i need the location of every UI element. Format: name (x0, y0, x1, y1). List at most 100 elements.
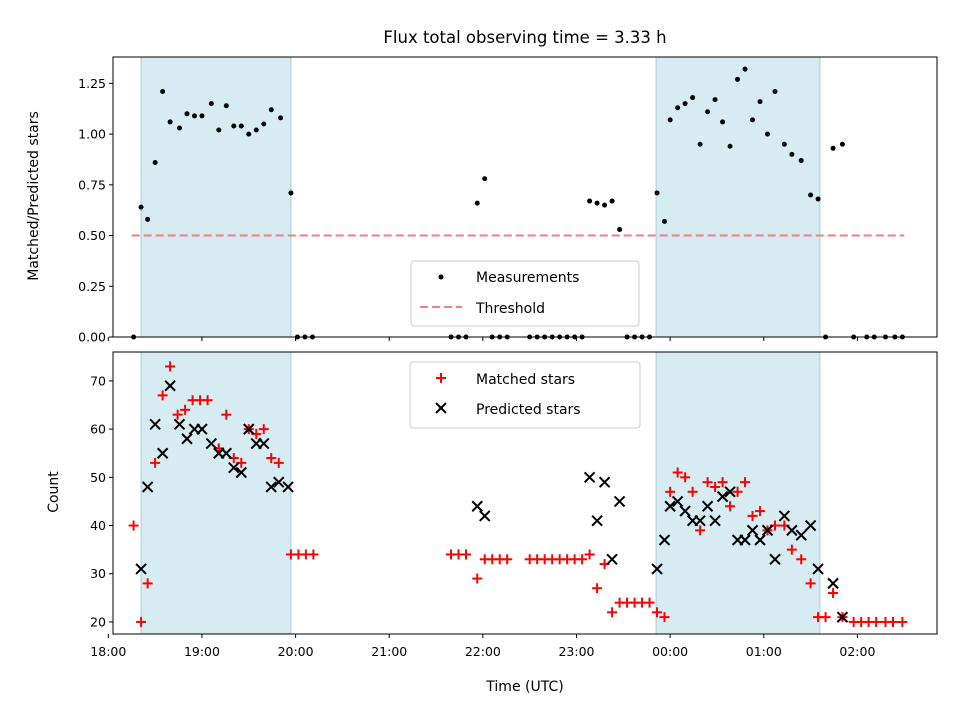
data-point (282, 481, 294, 493)
data-point (709, 515, 721, 527)
data-point (265, 481, 277, 493)
data-point (644, 597, 655, 608)
data-point (747, 510, 758, 521)
data-point (273, 476, 285, 488)
data-point (138, 204, 144, 210)
data-point (805, 578, 816, 589)
data-point (740, 477, 751, 488)
data-point (609, 198, 615, 204)
data-point (682, 101, 688, 107)
bottom-y-tick-label: 60 (90, 422, 106, 437)
data-point (135, 563, 147, 575)
data-point (157, 390, 168, 401)
data-point (772, 88, 778, 94)
bottom-y-tick-label: 70 (90, 373, 106, 388)
data-point (796, 554, 807, 565)
bottom-shaded-interval (140, 351, 292, 635)
bottom-y-tick-label: 50 (90, 470, 106, 485)
data-point (223, 103, 229, 109)
data-point (164, 380, 176, 392)
bottom-legend: Matched stars Predicted stars (409, 361, 641, 429)
data-point (273, 457, 284, 468)
bottom-axes-frame (112, 351, 938, 635)
top-y-tick-label: 0.75 (78, 177, 106, 192)
data-point (786, 544, 797, 555)
data-point (804, 519, 817, 532)
data-point (266, 453, 277, 464)
data-point (208, 101, 214, 107)
data-point (592, 583, 603, 594)
data-point (746, 524, 759, 537)
top-y-tick-label: 0.50 (78, 228, 106, 243)
data-point (754, 534, 766, 546)
data-point (812, 563, 824, 575)
data-point (815, 196, 821, 202)
x-tick-label: 19:00 (184, 644, 220, 659)
legend-measurements-marker (438, 274, 444, 280)
data-point (702, 477, 713, 488)
data-point (142, 578, 153, 589)
x-tick-label: 23:00 (558, 644, 594, 659)
data-point (145, 216, 151, 222)
data-point (739, 534, 751, 546)
data-point (652, 607, 663, 618)
top-chart-title: Flux total observing time = 3.33 h (383, 28, 666, 47)
data-point (795, 529, 807, 541)
legend-matched-marker (436, 373, 446, 383)
data-point (667, 117, 673, 123)
data-point (705, 109, 711, 115)
data-point (617, 226, 623, 232)
bottom-y-axis-label: Count (46, 471, 62, 513)
data-point (761, 524, 774, 537)
data-point (278, 115, 284, 121)
data-point (216, 127, 222, 133)
data-point (732, 486, 743, 497)
data-point (789, 151, 795, 157)
data-point (897, 616, 908, 627)
data-point (308, 549, 319, 560)
legend-measurements-label: Measurements (476, 270, 579, 286)
data-point (659, 612, 670, 623)
data-point (769, 553, 781, 565)
data-point (577, 554, 588, 565)
data-point (871, 616, 882, 627)
top-y-tick-label: 0.25 (78, 279, 106, 294)
data-point (258, 437, 270, 450)
top-legend: Measurements Threshold (410, 260, 640, 327)
data-point (720, 119, 726, 125)
data-point (786, 524, 798, 537)
data-point (820, 612, 831, 623)
data-point (141, 481, 154, 493)
data-point (191, 113, 197, 119)
data-point (830, 145, 836, 151)
data-point (199, 113, 205, 119)
legend-predicted-label: Predicted stars (476, 402, 581, 418)
data-point (690, 95, 696, 101)
data-point (261, 121, 267, 127)
data-point (836, 611, 849, 623)
data-point (742, 66, 748, 72)
data-point (665, 486, 676, 497)
data-point (196, 423, 208, 435)
data-point (584, 549, 595, 560)
data-point (725, 501, 736, 512)
data-point (231, 123, 237, 129)
data-point (757, 99, 763, 105)
data-point (658, 534, 671, 546)
data-point (160, 88, 166, 94)
bottom-y-tick-label: 30 (90, 566, 106, 581)
data-point (697, 141, 703, 147)
data-point (594, 200, 600, 206)
data-point (727, 143, 733, 149)
data-point (221, 409, 232, 420)
data-point (778, 510, 791, 522)
data-point (474, 200, 480, 206)
data-point (583, 471, 596, 484)
data-point (710, 481, 721, 492)
x-tick-label: 01:00 (746, 644, 782, 659)
bottom-panel: 20 30 40 50 60 70 18:00 19:00 20:00 21:00 22:00 23:… (90, 351, 938, 659)
data-point (680, 472, 691, 483)
data-point (202, 395, 213, 406)
data-point (679, 505, 691, 517)
data-point (180, 404, 191, 415)
